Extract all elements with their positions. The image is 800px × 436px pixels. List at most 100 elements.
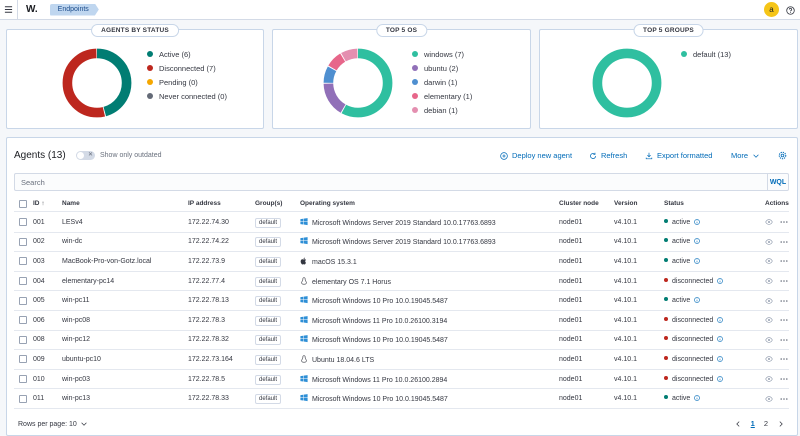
export-button[interactable]: Export formatted: [645, 151, 712, 160]
column-groups[interactable]: Group(s): [255, 200, 283, 207]
more-horizontal-icon[interactable]: [780, 395, 788, 403]
status-legend-item[interactable]: Disconnected (7): [147, 61, 227, 75]
rows-per-page-select[interactable]: Rows per page: 10: [18, 420, 88, 428]
outdated-toggle[interactable]: ✕: [76, 151, 95, 160]
os-slice-0[interactable]: [323, 48, 393, 118]
row-checkbox[interactable]: [19, 316, 27, 325]
row-checkbox[interactable]: [19, 335, 27, 344]
group-badge[interactable]: default: [255, 276, 282, 287]
table-row[interactable]: 002 win-dc 172.22.74.22 default Microsof…: [14, 233, 789, 253]
more-horizontal-icon[interactable]: [780, 336, 788, 344]
agent-group[interactable]: default: [255, 296, 282, 307]
user-avatar[interactable]: a: [764, 2, 779, 17]
agent-group[interactable]: default: [255, 256, 282, 267]
agent-group[interactable]: default: [255, 374, 282, 385]
os-legend-item[interactable]: windows (7): [412, 47, 472, 61]
os-legend-item[interactable]: darwin (1): [412, 75, 472, 89]
help-button[interactable]: [783, 3, 797, 17]
os-legend-item[interactable]: debian (1): [412, 103, 472, 117]
agent-group[interactable]: default: [255, 237, 282, 248]
page-button[interactable]: 2: [763, 419, 768, 428]
eye-icon[interactable]: [765, 355, 773, 363]
breadcrumb-endpoints[interactable]: Endpoints: [49, 3, 99, 16]
info-icon[interactable]: [694, 218, 701, 225]
column-os[interactable]: Operating system: [300, 200, 355, 207]
eye-icon[interactable]: [765, 257, 773, 265]
more-horizontal-icon[interactable]: [780, 218, 788, 226]
agent-group[interactable]: default: [255, 394, 282, 405]
chevron-left-icon[interactable]: [734, 420, 742, 428]
agent-group[interactable]: default: [255, 354, 282, 365]
group-badge[interactable]: default: [255, 315, 282, 326]
menu-button[interactable]: [0, 0, 18, 20]
agent-group[interactable]: default: [255, 276, 282, 287]
eye-icon[interactable]: [765, 297, 773, 305]
table-row[interactable]: 011 win-pc13 172.22.78.33 default Micros…: [14, 389, 789, 409]
info-icon[interactable]: [717, 277, 724, 284]
status-legend-item[interactable]: Never connected (0): [147, 89, 227, 103]
eye-icon[interactable]: [765, 218, 773, 226]
info-icon[interactable]: [717, 356, 724, 362]
status-slice-1[interactable]: [62, 48, 132, 118]
group-badge[interactable]: default: [255, 217, 282, 228]
column-name[interactable]: Name: [62, 200, 80, 207]
column-status[interactable]: Status: [664, 200, 684, 207]
more-horizontal-icon[interactable]: [780, 375, 788, 383]
more-horizontal-icon[interactable]: [780, 257, 788, 265]
group-badge[interactable]: default: [255, 374, 282, 385]
deploy-agent-button[interactable]: Deploy new agent: [500, 151, 572, 160]
row-checkbox[interactable]: [19, 355, 27, 364]
row-checkbox[interactable]: [19, 237, 27, 246]
agent-group[interactable]: default: [255, 315, 282, 326]
wql-button[interactable]: WQL: [767, 174, 788, 190]
group-badge[interactable]: default: [255, 256, 282, 267]
refresh-button[interactable]: Refresh: [589, 151, 627, 160]
eye-icon[interactable]: [765, 395, 773, 403]
info-icon[interactable]: [717, 336, 724, 343]
row-checkbox[interactable]: [19, 277, 27, 286]
column-version[interactable]: Version: [614, 200, 638, 207]
column-id[interactable]: ID ↑: [33, 200, 45, 207]
eye-icon[interactable]: [765, 316, 773, 324]
status-legend-item[interactable]: Active (6): [147, 47, 227, 61]
gear-icon[interactable]: [778, 151, 787, 160]
group-badge[interactable]: default: [255, 237, 282, 248]
info-icon[interactable]: [694, 395, 701, 402]
row-checkbox[interactable]: [19, 218, 27, 227]
table-row[interactable]: 003 MacBook-Pro-von-Gotz.local 172.22.73…: [14, 252, 789, 272]
column-node[interactable]: Cluster node: [559, 200, 599, 207]
groups-legend-item[interactable]: default (13): [681, 47, 731, 61]
eye-icon[interactable]: [765, 277, 773, 285]
row-checkbox[interactable]: [19, 394, 27, 403]
table-row[interactable]: 010 win-pc03 172.22.78.5 default Microso…: [14, 370, 789, 390]
table-row[interactable]: 008 win-pc12 172.22.78.32 default Micros…: [14, 331, 789, 351]
app-logo[interactable]: W.: [26, 4, 38, 15]
eye-icon[interactable]: [765, 336, 773, 344]
more-horizontal-icon[interactable]: [780, 297, 788, 305]
search-input[interactable]: [15, 174, 770, 190]
groups-slice-0[interactable]: [592, 48, 662, 118]
status-legend-item[interactable]: Pending (0): [147, 75, 227, 89]
eye-icon[interactable]: [765, 375, 773, 383]
column-ip[interactable]: IP address: [188, 200, 221, 207]
os-legend-item[interactable]: ubuntu (2): [412, 61, 472, 75]
info-icon[interactable]: [694, 238, 701, 245]
info-icon[interactable]: [717, 375, 724, 382]
more-horizontal-icon[interactable]: [780, 355, 788, 363]
row-checkbox[interactable]: [19, 375, 27, 384]
agent-group[interactable]: default: [255, 335, 282, 346]
status-slice-0[interactable]: [62, 48, 132, 118]
os-legend-item[interactable]: elementary (1): [412, 89, 472, 103]
info-icon[interactable]: [717, 316, 724, 323]
table-row[interactable]: 009 ubuntu-pc10 172.22.73.164 default Ub…: [14, 350, 789, 370]
table-row[interactable]: 004 elementary-pc14 172.22.77.4 default …: [14, 272, 789, 292]
info-icon[interactable]: [694, 297, 701, 304]
group-badge[interactable]: default: [255, 354, 282, 365]
table-row[interactable]: 001 LESv4 172.22.74.30 default Microsoft…: [14, 213, 789, 233]
group-badge[interactable]: default: [255, 296, 282, 307]
eye-icon[interactable]: [765, 238, 773, 246]
more-horizontal-icon[interactable]: [780, 277, 788, 285]
more-button[interactable]: More: [731, 151, 760, 160]
table-row[interactable]: 006 win-pc08 172.22.78.3 default Microso…: [14, 311, 789, 331]
group-badge[interactable]: default: [255, 335, 282, 346]
